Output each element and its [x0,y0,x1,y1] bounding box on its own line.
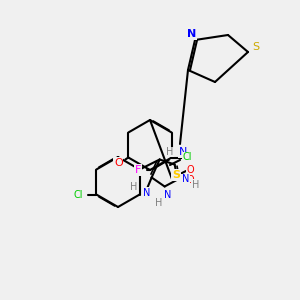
Text: N: N [143,188,150,197]
Text: F: F [135,165,141,175]
Text: N: N [179,147,187,157]
Text: Cl: Cl [74,190,83,200]
Text: O: O [186,165,194,175]
Text: Cl: Cl [183,152,192,163]
Text: H: H [155,197,162,208]
Text: O: O [114,158,123,167]
Text: O: O [186,175,194,185]
Text: S: S [172,170,180,180]
Text: H: H [166,147,174,157]
Text: H: H [192,179,199,190]
Text: N: N [164,190,171,200]
Text: N: N [182,175,189,184]
Text: N: N [188,29,196,39]
Text: S: S [252,42,260,52]
Text: H: H [130,182,137,193]
